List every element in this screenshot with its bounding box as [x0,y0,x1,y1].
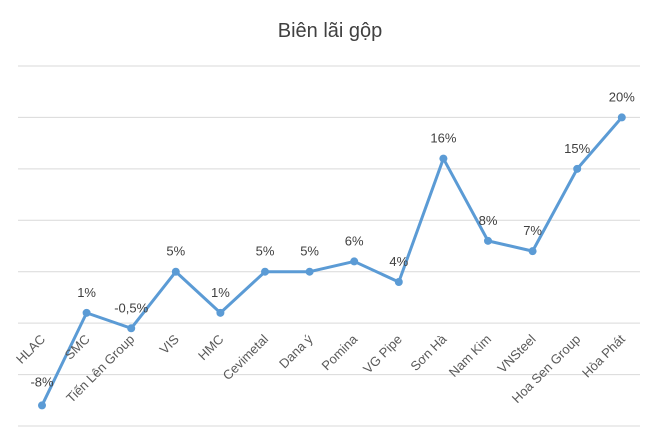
data-label: -8% [30,374,54,389]
data-point [82,308,91,317]
x-tick-label: VNSteel [494,331,538,375]
data-label: 6% [345,233,364,248]
data-point [127,324,136,333]
data-labels: -8% 1% -0,5% 5% 1% 5% 5% 6% 4% 16% 8% 7% 15% 20% [30,89,635,389]
x-tick-label: Hòa Phát [579,331,628,380]
data-point [350,257,359,266]
x-tick-label: Sơn Hà [407,331,450,374]
data-point [528,247,537,256]
data-point [261,267,269,276]
x-tick-label: Cevimetal [220,331,272,383]
series [38,113,626,410]
data-label: 5% [166,244,185,259]
data-label: 5% [256,244,275,259]
data-label: 1% [77,285,96,300]
x-tick-label: Pomina [319,331,361,373]
x-tick-label: Nam Kim [446,332,494,380]
data-point [573,164,582,173]
data-point [171,267,180,276]
data-point [394,278,403,286]
x-tick-label: HMC [195,332,227,364]
x-tick-label: SMC [62,332,93,363]
data-point [617,113,626,122]
data-point [216,308,225,317]
data-point [484,236,492,245]
data-label: -0,5% [114,300,148,315]
x-tick-label: HLAC [13,332,48,367]
chart-title: Biên lãi gộp [278,20,383,42]
data-label: 15% [564,141,590,156]
data-label: 8% [479,213,498,228]
data-point [439,154,448,163]
data-label: 16% [430,131,456,146]
data-label: 1% [211,285,230,300]
x-tick-label: VIS [156,331,182,357]
series-line [40,116,623,407]
data-label: 20% [609,89,635,104]
data-label: 4% [389,254,408,269]
x-tick-label: VG Pipe [360,332,405,377]
data-label: 5% [300,244,319,259]
data-label: 7% [523,223,542,238]
data-point [305,267,314,276]
data-point [38,401,46,410]
gridlines [18,65,640,427]
x-tick-label: Dana ý [276,331,316,371]
